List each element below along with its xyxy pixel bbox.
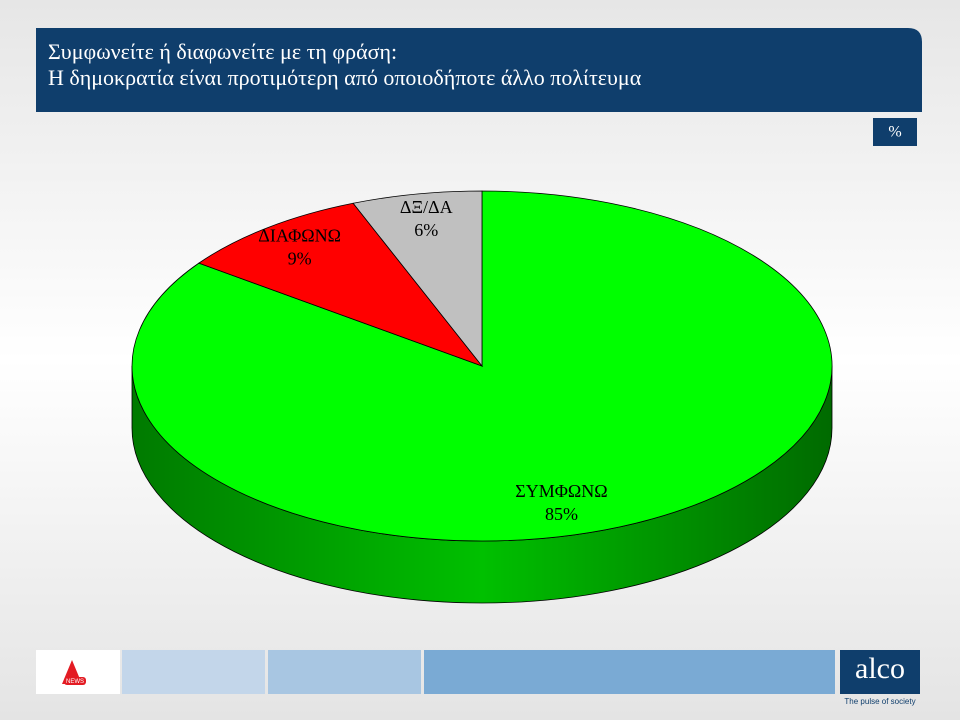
title-line: Η δημοκρατία είναι προτιμότερη από οποιο… xyxy=(48,65,642,90)
value-label: 6% xyxy=(414,220,438,240)
unit-badge-text: % xyxy=(888,124,901,141)
footer-logo-box xyxy=(36,650,120,694)
slice xyxy=(131,190,833,542)
unit-badge xyxy=(873,118,917,146)
slice xyxy=(197,202,484,367)
title-line: Συμφωνείτε ή διαφωνείτε με τη φράση: xyxy=(48,39,397,64)
alpha-news: NEWS xyxy=(66,679,84,685)
brand: alco xyxy=(855,652,905,685)
tagline: The pulse of society xyxy=(844,697,915,706)
header-bar xyxy=(36,28,922,112)
value-label: 85% xyxy=(545,504,578,524)
footer-strip xyxy=(424,650,835,694)
brand-box xyxy=(840,650,920,694)
footer-strip xyxy=(122,650,265,694)
slice-label: ΔΙΑΦΩΝΩ xyxy=(258,226,341,246)
value-label: 9% xyxy=(288,249,312,269)
footer-strip xyxy=(268,650,421,694)
alpha-badge xyxy=(64,677,86,685)
slice xyxy=(352,190,483,368)
pie-chart: ΣΥΜΦΩΝΩ 85% ΔΙΑΦΩΝΩ 9% ΔΞ/ΔΑ 6% xyxy=(131,190,833,604)
slice-label: ΣΥΜΦΩΝΩ xyxy=(515,481,607,501)
slice-label: ΔΞ/ΔΑ xyxy=(400,197,453,217)
